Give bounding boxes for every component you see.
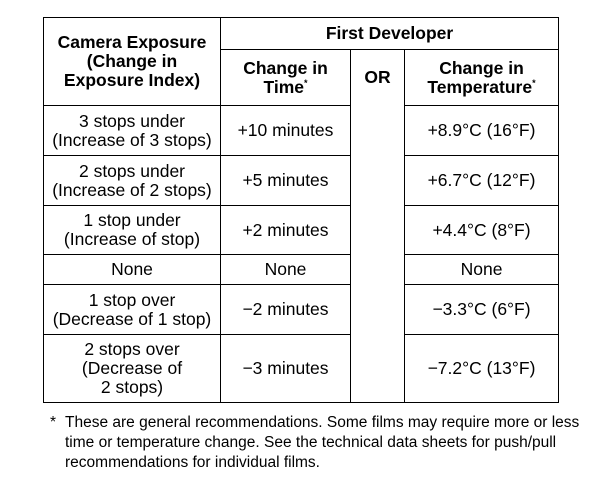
exposure-line: 1 stop over: [88, 289, 176, 310]
or-label: OR: [364, 66, 391, 87]
exposure-cell: 1 stop over (Decrease of 1 stop): [43, 284, 221, 335]
footnote-mark: *: [50, 414, 57, 431]
table-row: 2 stops over (Decrease of 2 stops) −3 mi…: [43, 334, 560, 403]
header-change-in-temperature: Change in Temperature*: [403, 49, 560, 106]
temperature-cell: +4.4°C (8°F): [403, 205, 560, 255]
footnote: * These are general recommendations. Som…: [50, 413, 580, 473]
exposure-cell: 2 stops over (Decrease of 2 stops): [43, 334, 221, 403]
temperature-cell: None: [403, 254, 560, 285]
footnote-asterisk-time: *: [304, 77, 308, 88]
exposure-cell: 2 stops under (Increase of 2 stops): [43, 155, 221, 206]
exposure-cell: 3 stops under (Increase of 3 stops): [43, 105, 221, 156]
exposure-adjustment-table: Camera Exposure (Change in Exposure Inde…: [43, 17, 560, 403]
exposure-line: (Increase of 3 stops): [52, 129, 212, 150]
header-camera-exposure-line-1: Camera Exposure: [57, 32, 207, 52]
table-row: 3 stops under (Increase of 3 stops) +10 …: [43, 105, 560, 156]
header-camera-exposure-line-2: (Change in: [86, 51, 178, 71]
temperature-cell: −7.2°C (13°F): [403, 334, 560, 403]
exposure-line: 2 stops under: [78, 160, 186, 181]
header-temperature-line-2: Temperature: [427, 76, 533, 97]
time-cell: −2 minutes: [220, 284, 351, 335]
footnote-asterisk-temperature: *: [532, 77, 536, 88]
header-time-line-1: Change in: [243, 57, 328, 78]
header-change-in-time: Change in Time*: [220, 49, 351, 106]
time-cell: −3 minutes: [220, 334, 351, 403]
header-first-developer: First Developer: [219, 17, 560, 50]
exposure-cell: None: [43, 254, 221, 285]
header-camera-exposure-line-3: Exposure Index): [63, 70, 201, 90]
temperature-cell: +6.7°C (12°F): [403, 155, 560, 206]
exposure-line: 1 stop under: [83, 210, 181, 230]
header-temperature-line-1: Change in: [439, 57, 524, 78]
table-row: 1 stop under (Increase of stop) +2 minut…: [43, 205, 560, 255]
table-row: 1 stop over (Decrease of 1 stop) −2 minu…: [43, 284, 560, 335]
exposure-line: None: [111, 259, 153, 279]
footnote-text: These are general recommendations. Some …: [65, 414, 580, 471]
or-divider: OR: [350, 49, 405, 403]
table-row: 2 stops under (Increase of 2 stops) +5 m…: [43, 155, 560, 206]
temperature-cell: −3.3°C (6°F): [403, 284, 560, 335]
time-cell: +10 minutes: [220, 105, 351, 156]
time-cell: None: [220, 254, 351, 285]
temperature-cell: +8.9°C (16°F): [403, 105, 560, 156]
exposure-line: 2 stops over: [84, 339, 180, 359]
exposure-line: 3 stops under: [78, 110, 186, 131]
header-camera-exposure: Camera Exposure (Change in Exposure Inde…: [43, 17, 221, 106]
time-cell: +2 minutes: [220, 205, 351, 255]
exposure-line: (Decrease of 1 stop): [52, 308, 212, 329]
exposure-line: 2 stops): [100, 377, 164, 397]
exposure-cell: 1 stop under (Increase of stop): [43, 205, 221, 255]
exposure-line: (Increase of stop): [63, 229, 201, 249]
exposure-line: (Increase of 2 stops): [52, 179, 212, 200]
time-cell: +5 minutes: [220, 155, 351, 206]
exposure-line: (Decrease of: [81, 358, 183, 378]
table-row: None None None: [43, 254, 560, 285]
header-time-line-2: Time: [263, 76, 304, 97]
